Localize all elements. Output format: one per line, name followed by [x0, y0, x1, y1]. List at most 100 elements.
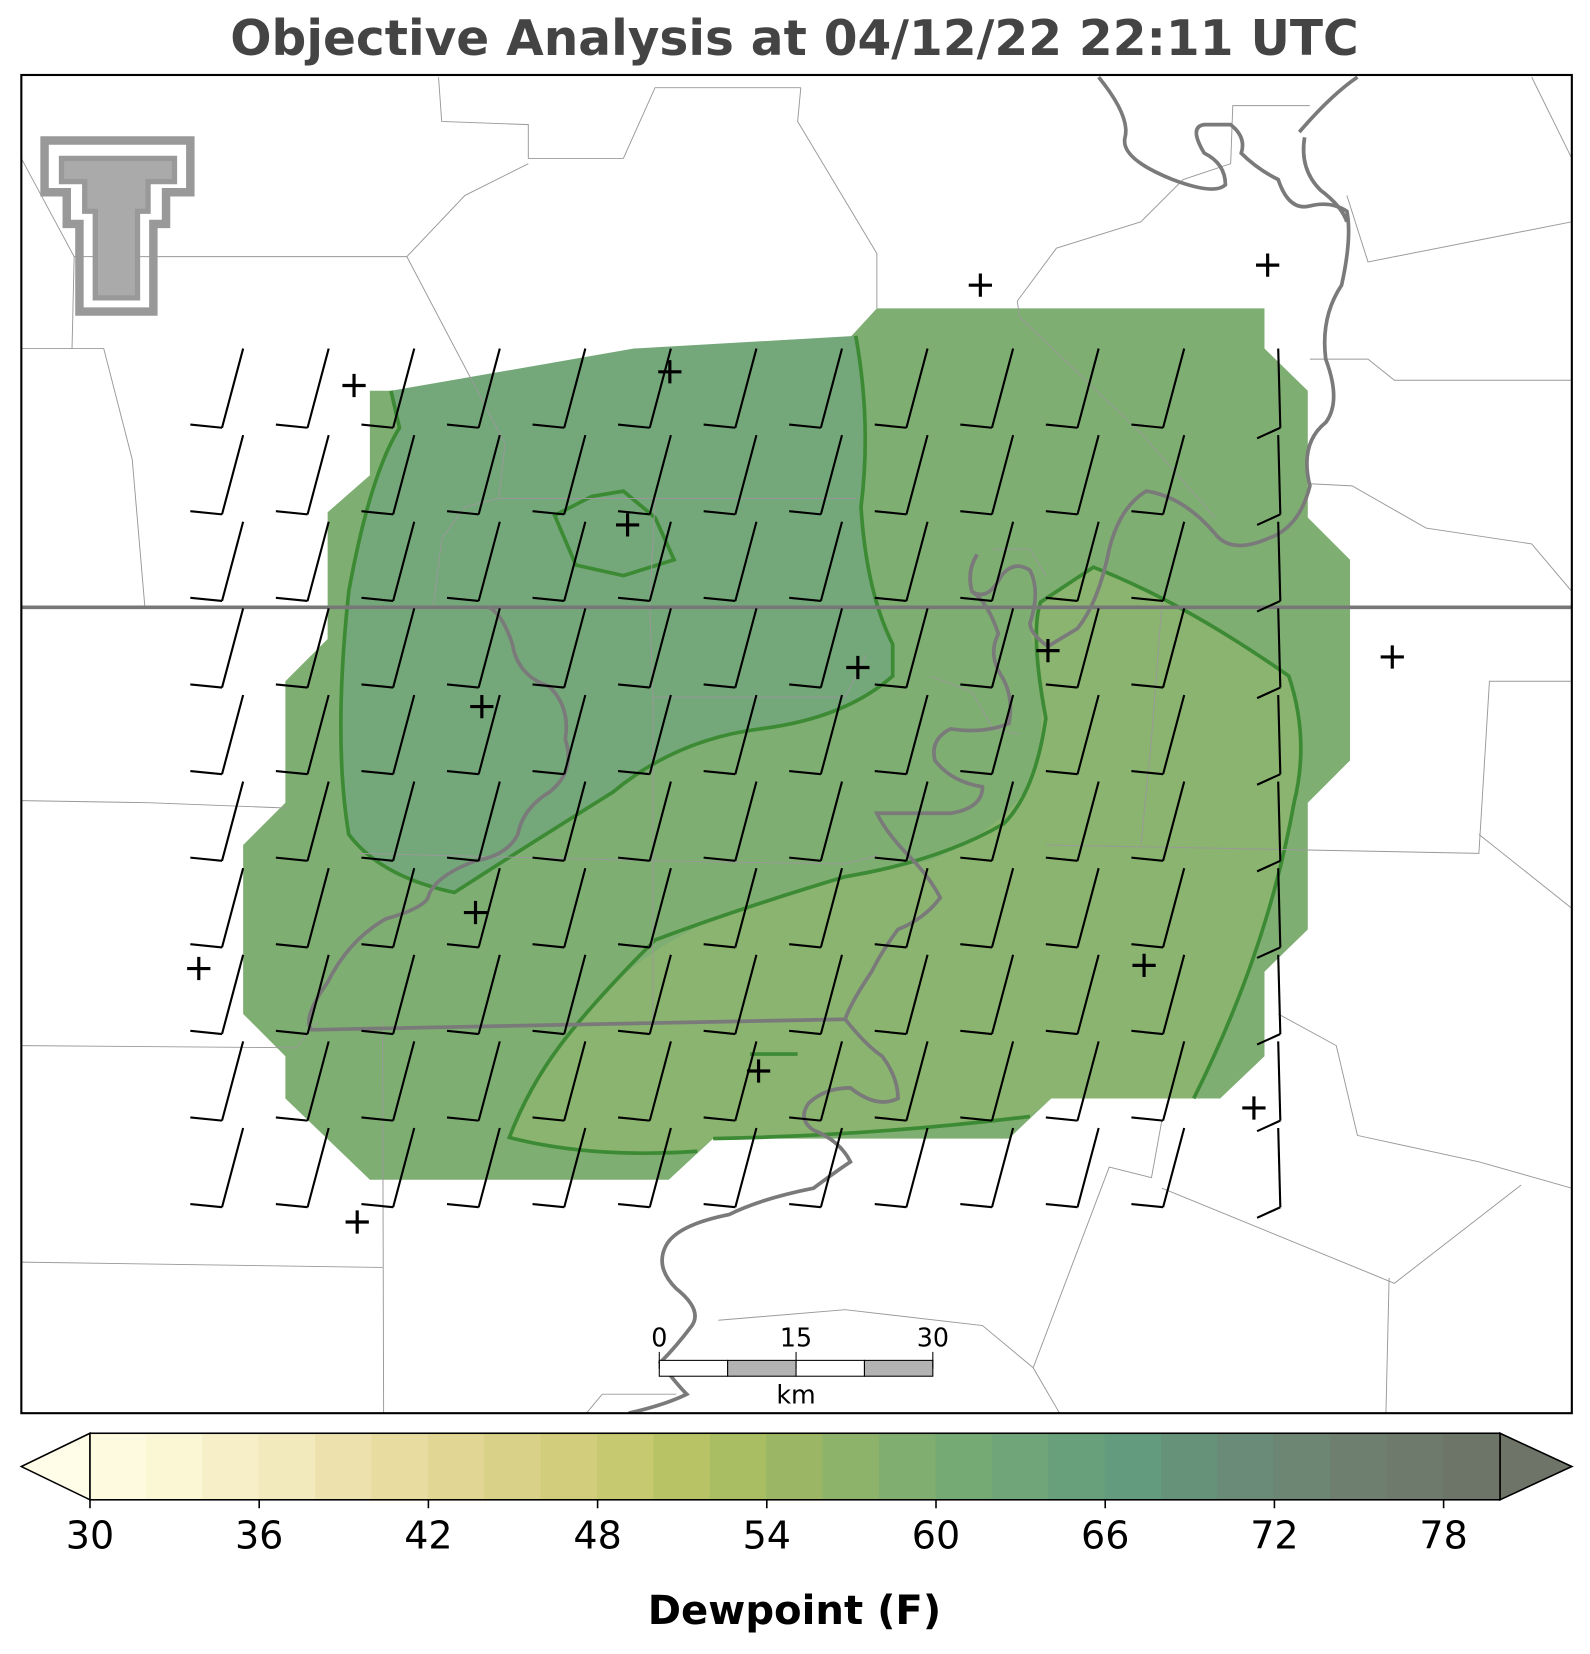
- colorbar-bin: [1443, 1432, 1501, 1501]
- wind-barb: [190, 781, 245, 862]
- colorbar-extend-high: [1499, 1432, 1574, 1502]
- contour-line: [338, 335, 895, 895]
- university-logo: [40, 136, 195, 316]
- wind-barb: [275, 867, 330, 949]
- colorbar-label: Dewpoint (F): [648, 1588, 941, 1634]
- wind-barb: [1256, 435, 1282, 526]
- map-frame: [20, 73, 1573, 1415]
- wind-barb: [446, 867, 501, 949]
- wind-barb: [874, 1041, 929, 1122]
- wind-barb: [1131, 348, 1186, 429]
- wind-barb: [1131, 781, 1186, 862]
- wind-barb: [703, 434, 758, 516]
- wind-barb: [361, 434, 416, 516]
- contour-line: [552, 489, 677, 578]
- wind-barb: [446, 1127, 501, 1209]
- station-marker: [470, 694, 494, 719]
- colorbar-bin: [427, 1432, 486, 1501]
- wind-barb: [446, 348, 501, 429]
- wind-barb: [190, 954, 245, 1036]
- wind-barb: [361, 1041, 416, 1122]
- station-marker: [1256, 253, 1280, 277]
- colorbar-tick-label: 36: [235, 1513, 283, 1557]
- colorbar-tick-label: 30: [66, 1513, 114, 1557]
- wind-barb: [275, 348, 330, 429]
- wind-barb: [1131, 694, 1186, 776]
- wind-barb: [1045, 781, 1100, 862]
- wind-barb: [960, 694, 1015, 776]
- wind-barb: [361, 521, 416, 603]
- station-marker: [1380, 645, 1404, 669]
- colorbar-bin: [1386, 1432, 1445, 1501]
- station-marker: [658, 360, 682, 384]
- wind-barb: [789, 781, 844, 862]
- stations: [187, 253, 1404, 1234]
- station-marker: [1242, 1096, 1266, 1120]
- wind-barb: [789, 608, 844, 689]
- station-marker: [1036, 638, 1060, 663]
- colorbar-bin: [822, 1432, 881, 1501]
- map-title: Objective Analysis at 04/12/22 22:11 UTC: [230, 11, 1358, 67]
- wind-barb: [960, 434, 1015, 516]
- wind-barb: [960, 521, 1015, 603]
- scale-tick-label: 15: [780, 1322, 812, 1352]
- moist-area: [340, 335, 893, 893]
- colorbar-tick-label: 42: [404, 1513, 452, 1557]
- wind-barb: [446, 694, 501, 776]
- wind-barb: [1256, 954, 1282, 1046]
- station-marker: [187, 956, 211, 981]
- wind-barb: [190, 867, 245, 949]
- wind-barb: [1256, 868, 1282, 959]
- map: [21, 75, 1572, 1414]
- wind-barb: [617, 781, 672, 862]
- colorbar-outline: [89, 1432, 1501, 1501]
- wind-barb: [960, 1041, 1015, 1122]
- wind-barb: [446, 521, 501, 603]
- colorbar-tick-label: 78: [1419, 1513, 1467, 1557]
- wind-barb: [190, 1127, 245, 1209]
- wind-barb: [874, 954, 929, 1036]
- scale-segment: [863, 1359, 934, 1377]
- wind-barb: [874, 1127, 929, 1209]
- wind-barb: [617, 694, 672, 776]
- wind-barb: [960, 348, 1015, 429]
- colorbar-bin: [935, 1432, 993, 1501]
- contour-line: [506, 565, 1303, 1155]
- wind-barb: [703, 348, 758, 429]
- station-marker: [846, 655, 870, 680]
- wind-barb: [190, 348, 245, 429]
- wind-barb: [1131, 434, 1186, 516]
- wind-barb: [532, 1041, 587, 1122]
- wind-barb: [1256, 348, 1282, 440]
- colorbar-bin: [89, 1432, 147, 1501]
- wind-barb: [446, 1041, 501, 1122]
- wind-barb: [275, 521, 330, 603]
- wind-barb: [1045, 867, 1100, 949]
- wind-barb: [1256, 694, 1282, 786]
- wind-barb: [960, 1127, 1015, 1209]
- wind-barb: [703, 781, 758, 862]
- station-marker: [1132, 953, 1156, 977]
- wind-barb: [1131, 608, 1186, 689]
- scale-bar: 0 15 30 km: [651, 1322, 949, 1409]
- wind-barb: [190, 1041, 245, 1122]
- wind-barb: [617, 434, 672, 516]
- colorbar-bin: [766, 1432, 824, 1501]
- wind-barb: [874, 434, 929, 516]
- wind-barb: [1045, 954, 1100, 1036]
- wind-barb: [703, 867, 758, 949]
- wind-barb: [361, 608, 416, 689]
- wind-barb: [532, 1127, 587, 1209]
- wind-barb: [874, 608, 929, 689]
- wind-barb: [275, 434, 330, 516]
- wind-barb: [789, 694, 844, 776]
- wind-barbs: [190, 348, 1282, 1219]
- wind-barb: [703, 1041, 758, 1122]
- wind-barb: [532, 348, 587, 429]
- wind-barb: [1131, 954, 1186, 1036]
- wind-barb: [1131, 521, 1186, 603]
- wind-barb: [874, 694, 929, 776]
- scale-tick-label: 0: [651, 1322, 667, 1352]
- wind-barb: [960, 954, 1015, 1036]
- river: [1297, 75, 1359, 134]
